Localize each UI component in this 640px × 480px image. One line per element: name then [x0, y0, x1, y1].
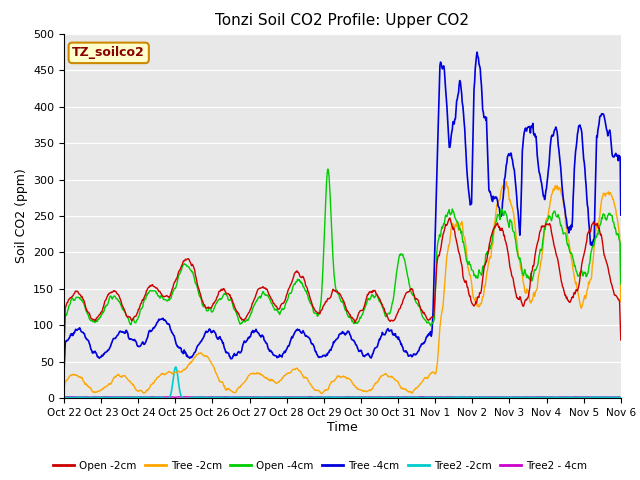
Legend: Open -2cm, Tree -2cm, Open -4cm, Tree -4cm, Tree2 -2cm, Tree2 - 4cm: Open -2cm, Tree -2cm, Open -4cm, Tree -4…: [49, 456, 591, 475]
Title: Tonzi Soil CO2 Profile: Upper CO2: Tonzi Soil CO2 Profile: Upper CO2: [216, 13, 469, 28]
X-axis label: Time: Time: [327, 421, 358, 434]
Text: TZ_soilco2: TZ_soilco2: [72, 47, 145, 60]
Y-axis label: Soil CO2 (ppm): Soil CO2 (ppm): [15, 168, 28, 264]
